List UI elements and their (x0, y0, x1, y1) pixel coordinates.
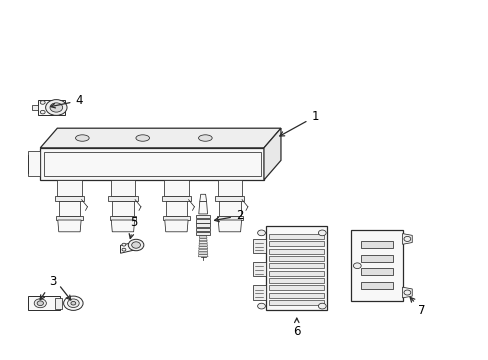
Polygon shape (361, 268, 392, 275)
Polygon shape (269, 264, 324, 269)
Polygon shape (112, 201, 133, 216)
Polygon shape (402, 287, 411, 298)
Polygon shape (38, 100, 64, 115)
Polygon shape (28, 296, 60, 310)
Polygon shape (196, 215, 210, 218)
Polygon shape (269, 293, 324, 298)
Polygon shape (111, 180, 135, 196)
Polygon shape (198, 249, 207, 251)
Polygon shape (163, 216, 189, 220)
Ellipse shape (198, 135, 212, 141)
Polygon shape (269, 300, 324, 305)
Polygon shape (198, 252, 207, 254)
Circle shape (63, 296, 83, 310)
Polygon shape (264, 128, 281, 180)
Polygon shape (402, 234, 411, 244)
Polygon shape (57, 180, 81, 196)
Polygon shape (120, 241, 139, 253)
Polygon shape (269, 242, 324, 247)
Circle shape (318, 303, 325, 309)
Circle shape (257, 230, 265, 236)
Text: 6: 6 (292, 318, 300, 338)
Polygon shape (200, 194, 206, 202)
Polygon shape (269, 249, 324, 254)
Polygon shape (252, 239, 266, 253)
Polygon shape (196, 219, 210, 222)
Polygon shape (199, 244, 207, 246)
Polygon shape (266, 226, 326, 310)
Polygon shape (361, 241, 392, 248)
Polygon shape (108, 196, 137, 201)
Ellipse shape (34, 299, 46, 308)
Polygon shape (59, 201, 80, 216)
Polygon shape (217, 180, 242, 196)
Circle shape (122, 248, 125, 251)
Polygon shape (218, 220, 241, 232)
Circle shape (50, 103, 62, 112)
Polygon shape (164, 220, 188, 232)
Circle shape (403, 237, 410, 242)
Polygon shape (219, 201, 240, 216)
Polygon shape (269, 285, 324, 291)
Polygon shape (252, 285, 266, 300)
Polygon shape (111, 220, 134, 232)
Circle shape (40, 101, 45, 104)
Polygon shape (199, 202, 207, 214)
Polygon shape (40, 128, 281, 148)
Text: 3: 3 (40, 275, 56, 300)
Polygon shape (58, 220, 81, 232)
Polygon shape (165, 201, 187, 216)
Polygon shape (269, 271, 324, 276)
Circle shape (257, 303, 265, 309)
Polygon shape (32, 105, 38, 111)
Circle shape (353, 263, 361, 269)
Circle shape (128, 239, 143, 251)
Polygon shape (40, 148, 264, 180)
Ellipse shape (136, 135, 149, 141)
Polygon shape (199, 236, 206, 238)
Polygon shape (269, 234, 324, 239)
Text: 5: 5 (129, 216, 138, 238)
Text: 7: 7 (409, 297, 425, 317)
Polygon shape (56, 216, 82, 220)
Circle shape (45, 100, 67, 115)
Polygon shape (28, 152, 40, 176)
Circle shape (318, 230, 325, 236)
Polygon shape (361, 282, 392, 289)
Text: 4: 4 (51, 94, 83, 108)
Polygon shape (216, 216, 243, 220)
Polygon shape (110, 216, 136, 220)
Polygon shape (199, 241, 207, 243)
Circle shape (131, 242, 140, 248)
Circle shape (71, 301, 76, 305)
Circle shape (122, 243, 125, 246)
Polygon shape (361, 255, 392, 262)
Polygon shape (196, 223, 210, 227)
Text: 2: 2 (214, 209, 243, 222)
Polygon shape (198, 255, 207, 257)
Polygon shape (196, 232, 210, 235)
Polygon shape (55, 196, 84, 201)
Polygon shape (269, 278, 324, 283)
Circle shape (403, 290, 410, 295)
Polygon shape (252, 262, 266, 276)
Circle shape (67, 299, 79, 307)
Polygon shape (162, 196, 191, 201)
Polygon shape (199, 239, 207, 241)
Polygon shape (215, 196, 244, 201)
Polygon shape (164, 180, 188, 196)
Polygon shape (196, 228, 210, 231)
Ellipse shape (75, 135, 89, 141)
Polygon shape (55, 298, 62, 309)
Circle shape (40, 111, 45, 114)
Polygon shape (269, 256, 324, 261)
Polygon shape (198, 247, 207, 249)
Ellipse shape (37, 301, 43, 306)
Text: 1: 1 (279, 110, 318, 136)
Polygon shape (351, 230, 402, 301)
